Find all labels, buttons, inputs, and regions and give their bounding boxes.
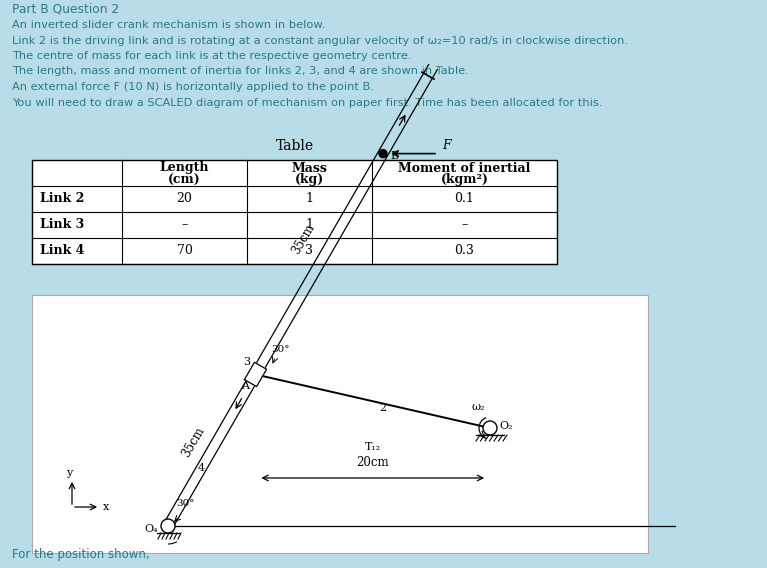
Text: O₂: O₂ bbox=[499, 421, 512, 431]
Polygon shape bbox=[245, 362, 267, 387]
Text: (cm): (cm) bbox=[168, 173, 201, 186]
Text: An external force F (10 N) is horizontally applied to the point B.: An external force F (10 N) is horizontal… bbox=[12, 82, 374, 92]
Text: 70: 70 bbox=[176, 244, 193, 257]
Text: Mass: Mass bbox=[291, 161, 328, 174]
Text: y: y bbox=[66, 468, 72, 478]
Text: Link 2: Link 2 bbox=[40, 193, 84, 206]
Text: 4: 4 bbox=[198, 463, 205, 473]
Text: 0.3: 0.3 bbox=[455, 244, 475, 257]
Text: Table: Table bbox=[275, 139, 314, 153]
Text: B: B bbox=[390, 151, 398, 161]
Text: Length: Length bbox=[160, 161, 209, 174]
Text: (kg): (kg) bbox=[295, 173, 324, 186]
Text: Link 4: Link 4 bbox=[40, 244, 84, 257]
Text: 1: 1 bbox=[305, 193, 314, 206]
Text: 20: 20 bbox=[176, 193, 193, 206]
Text: 30°: 30° bbox=[272, 345, 290, 354]
Text: 0.1: 0.1 bbox=[455, 193, 475, 206]
Text: –: – bbox=[462, 219, 468, 232]
Circle shape bbox=[483, 421, 497, 435]
Text: The length, mass and moment of inertia for links 2, 3, and 4 are shown in Table.: The length, mass and moment of inertia f… bbox=[12, 66, 469, 77]
Text: You will need to draw a SCALED diagram of mechanism on paper first. Time has bee: You will need to draw a SCALED diagram o… bbox=[12, 98, 602, 107]
Text: A: A bbox=[242, 382, 249, 391]
Text: –: – bbox=[181, 219, 188, 232]
Text: 3: 3 bbox=[243, 357, 251, 367]
Text: Link 2 is the driving link and is rotating at a constant angular velocity of ω₂=: Link 2 is the driving link and is rotati… bbox=[12, 35, 628, 45]
Circle shape bbox=[161, 519, 175, 533]
Text: O₄: O₄ bbox=[144, 524, 158, 534]
Text: Moment of inertial: Moment of inertial bbox=[398, 161, 531, 174]
Circle shape bbox=[379, 149, 387, 157]
Text: 35cm: 35cm bbox=[179, 424, 207, 460]
Text: T₁₂: T₁₂ bbox=[364, 442, 380, 452]
Text: (kgm²): (kgm²) bbox=[440, 173, 489, 186]
Text: 1: 1 bbox=[305, 219, 314, 232]
Text: 3: 3 bbox=[305, 244, 314, 257]
Text: F: F bbox=[442, 139, 451, 152]
Text: ω₂: ω₂ bbox=[472, 402, 486, 412]
Text: 20cm: 20cm bbox=[357, 456, 389, 469]
Text: The centre of mass for each link is at the respective geometry centre.: The centre of mass for each link is at t… bbox=[12, 51, 412, 61]
Text: Part B Question 2: Part B Question 2 bbox=[12, 3, 119, 16]
Text: x: x bbox=[103, 502, 109, 512]
Text: For the position shown,: For the position shown, bbox=[12, 548, 150, 561]
Bar bbox=[32, 160, 557, 264]
Text: 2: 2 bbox=[379, 403, 386, 414]
Bar bbox=[32, 295, 648, 553]
Text: 30°: 30° bbox=[176, 499, 195, 508]
Text: An inverted slider crank mechanism is shown in below.: An inverted slider crank mechanism is sh… bbox=[12, 20, 325, 30]
Text: 35cm: 35cm bbox=[289, 222, 317, 256]
Text: Link 3: Link 3 bbox=[40, 219, 84, 232]
